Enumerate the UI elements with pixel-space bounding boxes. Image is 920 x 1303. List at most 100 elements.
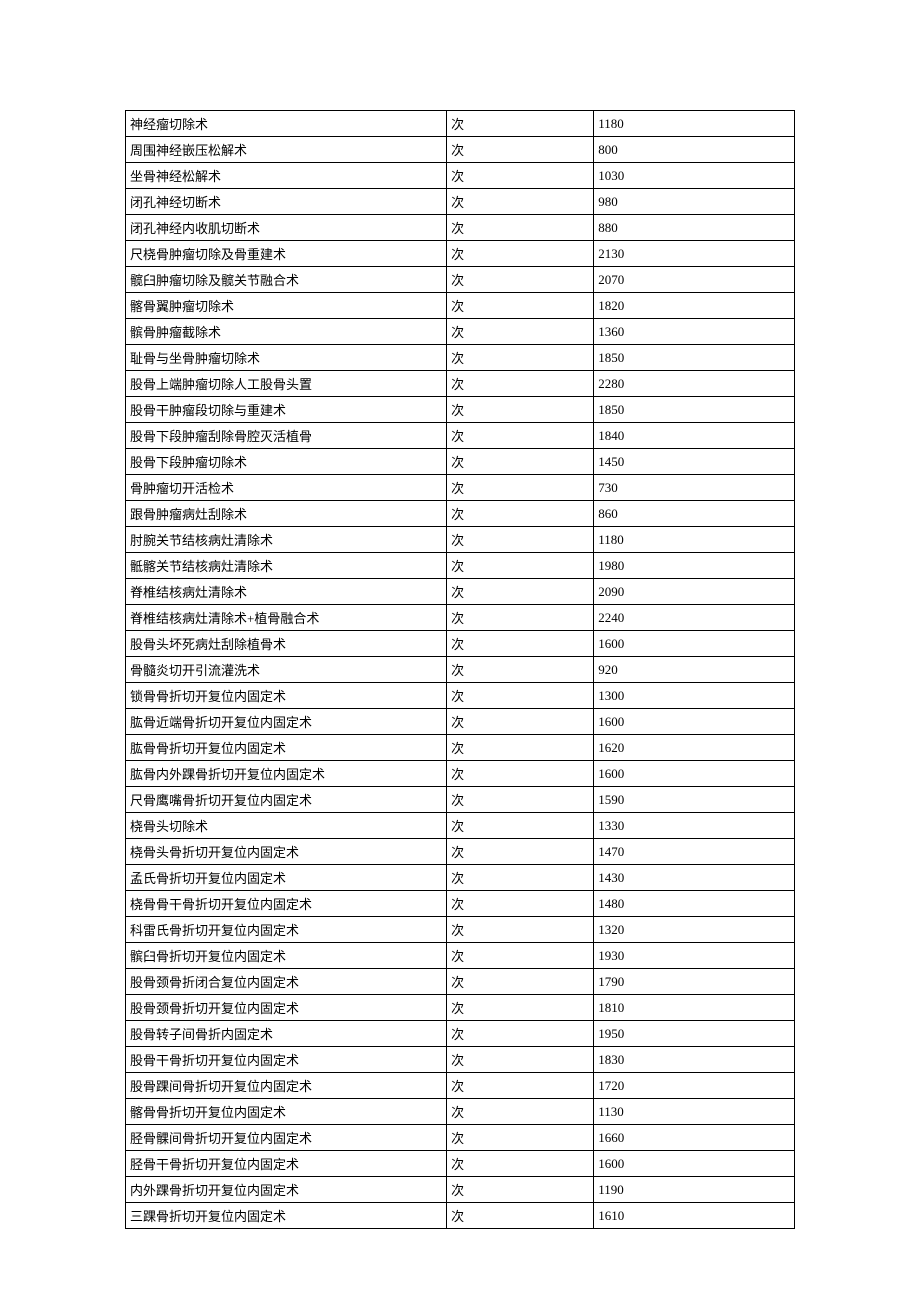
- procedure-name: 坐骨神经松解术: [126, 163, 447, 189]
- price: 1610: [594, 1203, 795, 1229]
- unit: 次: [447, 1125, 594, 1151]
- unit: 次: [447, 1021, 594, 1047]
- procedure-name: 肘腕关节结核病灶清除术: [126, 527, 447, 553]
- table-row: 肱骨骨折切开复位内固定术次1620: [126, 735, 795, 761]
- table-row: 髂骨翼肿瘤切除术次1820: [126, 293, 795, 319]
- price: 1590: [594, 787, 795, 813]
- procedure-name: 科雷氏骨折切开复位内固定术: [126, 917, 447, 943]
- price: 2130: [594, 241, 795, 267]
- table-row: 锁骨骨折切开复位内固定术次1300: [126, 683, 795, 709]
- unit: 次: [447, 137, 594, 163]
- table-row: 胫骨髁间骨折切开复位内固定术次1660: [126, 1125, 795, 1151]
- procedure-name: 髂骨翼肿瘤切除术: [126, 293, 447, 319]
- price: 860: [594, 501, 795, 527]
- procedure-name: 三踝骨折切开复位内固定术: [126, 1203, 447, 1229]
- table-row: 骶髂关节结核病灶清除术次1980: [126, 553, 795, 579]
- price: 1320: [594, 917, 795, 943]
- unit: 次: [447, 995, 594, 1021]
- price: 1600: [594, 631, 795, 657]
- table-row: 股骨头坏死病灶刮除植骨术次1600: [126, 631, 795, 657]
- procedure-name: 脊椎结核病灶清除术: [126, 579, 447, 605]
- price: 1190: [594, 1177, 795, 1203]
- price: 2090: [594, 579, 795, 605]
- price: 800: [594, 137, 795, 163]
- unit: 次: [447, 241, 594, 267]
- price: 2070: [594, 267, 795, 293]
- price-table: 神经瘤切除术次1180周围神经嵌压松解术次800坐骨神经松解术次1030闭孔神经…: [125, 110, 795, 1229]
- table-row: 孟氏骨折切开复位内固定术次1430: [126, 865, 795, 891]
- unit: 次: [447, 787, 594, 813]
- table-row: 股骨下段肿瘤切除术次1450: [126, 449, 795, 475]
- price: 1330: [594, 813, 795, 839]
- table-row: 股骨颈骨折切开复位内固定术次1810: [126, 995, 795, 1021]
- price: 1830: [594, 1047, 795, 1073]
- table-row: 股骨上端肿瘤切除人工股骨头置次2280: [126, 371, 795, 397]
- table-row: 桡骨头切除术次1330: [126, 813, 795, 839]
- unit: 次: [447, 319, 594, 345]
- table-row: 股骨干骨折切开复位内固定术次1830: [126, 1047, 795, 1073]
- table-row: 闭孔神经内收肌切断术次880: [126, 215, 795, 241]
- table-row: 坐骨神经松解术次1030: [126, 163, 795, 189]
- procedure-name: 周围神经嵌压松解术: [126, 137, 447, 163]
- table-row: 尺桡骨肿瘤切除及骨重建术次2130: [126, 241, 795, 267]
- table-row: 肱骨内外踝骨折切开复位内固定术次1600: [126, 761, 795, 787]
- price: 730: [594, 475, 795, 501]
- unit: 次: [447, 1151, 594, 1177]
- procedure-name: 髋臼肿瘤切除及髋关节融合术: [126, 267, 447, 293]
- unit: 次: [447, 709, 594, 735]
- unit: 次: [447, 345, 594, 371]
- price: 1600: [594, 1151, 795, 1177]
- price: 920: [594, 657, 795, 683]
- table-row: 股骨转子间骨折内固定术次1950: [126, 1021, 795, 1047]
- table-row: 脊椎结核病灶清除术次2090: [126, 579, 795, 605]
- unit: 次: [447, 501, 594, 527]
- price: 1300: [594, 683, 795, 709]
- table-row: 股骨踝间骨折切开复位内固定术次1720: [126, 1073, 795, 1099]
- procedure-name: 股骨上端肿瘤切除人工股骨头置: [126, 371, 447, 397]
- unit: 次: [447, 371, 594, 397]
- price: 1980: [594, 553, 795, 579]
- procedure-name: 桡骨骨干骨折切开复位内固定术: [126, 891, 447, 917]
- procedure-name: 尺桡骨肿瘤切除及骨重建术: [126, 241, 447, 267]
- procedure-name: 尺骨鹰嘴骨折切开复位内固定术: [126, 787, 447, 813]
- unit: 次: [447, 839, 594, 865]
- procedure-name: 股骨踝间骨折切开复位内固定术: [126, 1073, 447, 1099]
- table-row: 脊椎结核病灶清除术+植骨融合术次2240: [126, 605, 795, 631]
- procedure-name: 神经瘤切除术: [126, 111, 447, 137]
- table-row: 髂骨骨折切开复位内固定术次1130: [126, 1099, 795, 1125]
- unit: 次: [447, 683, 594, 709]
- price: 1790: [594, 969, 795, 995]
- table-row: 胫骨干骨折切开复位内固定术次1600: [126, 1151, 795, 1177]
- unit: 次: [447, 423, 594, 449]
- unit: 次: [447, 267, 594, 293]
- price: 1180: [594, 111, 795, 137]
- price: 1360: [594, 319, 795, 345]
- procedure-name: 髂骨骨折切开复位内固定术: [126, 1099, 447, 1125]
- procedure-name: 股骨头坏死病灶刮除植骨术: [126, 631, 447, 657]
- unit: 次: [447, 891, 594, 917]
- table-row: 股骨下段肿瘤刮除骨腔灭活植骨次1840: [126, 423, 795, 449]
- unit: 次: [447, 163, 594, 189]
- procedure-name: 骨肿瘤切开活检术: [126, 475, 447, 501]
- procedure-name: 髌骨肿瘤截除术: [126, 319, 447, 345]
- price: 1480: [594, 891, 795, 917]
- unit: 次: [447, 735, 594, 761]
- unit: 次: [447, 579, 594, 605]
- table-row: 科雷氏骨折切开复位内固定术次1320: [126, 917, 795, 943]
- procedure-name: 骨髓炎切开引流灌洗术: [126, 657, 447, 683]
- price: 1470: [594, 839, 795, 865]
- unit: 次: [447, 657, 594, 683]
- unit: 次: [447, 527, 594, 553]
- table-row: 肱骨近端骨折切开复位内固定术次1600: [126, 709, 795, 735]
- price: 1600: [594, 761, 795, 787]
- unit: 次: [447, 553, 594, 579]
- unit: 次: [447, 761, 594, 787]
- procedure-name: 股骨转子间骨折内固定术: [126, 1021, 447, 1047]
- table-row: 耻骨与坐骨肿瘤切除术次1850: [126, 345, 795, 371]
- unit: 次: [447, 1203, 594, 1229]
- unit: 次: [447, 917, 594, 943]
- price: 1930: [594, 943, 795, 969]
- procedure-name: 骶髂关节结核病灶清除术: [126, 553, 447, 579]
- unit: 次: [447, 631, 594, 657]
- procedure-name: 闭孔神经内收肌切断术: [126, 215, 447, 241]
